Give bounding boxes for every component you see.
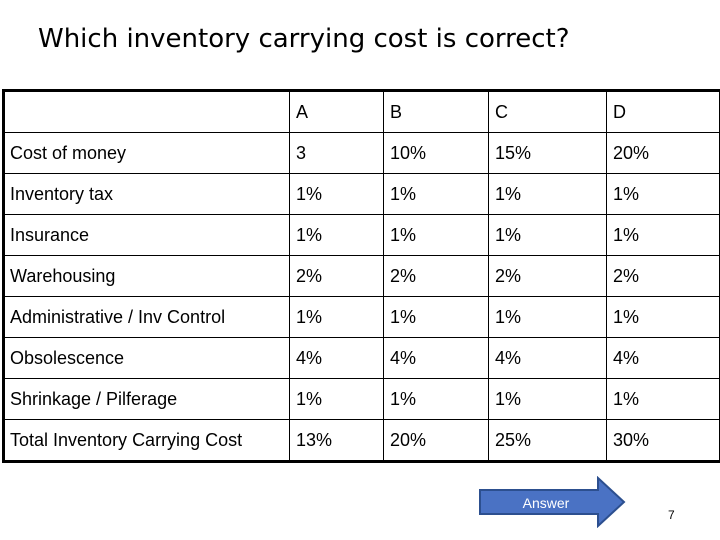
header-cell-c: C [488, 90, 607, 133]
value-cell: 20% [383, 419, 489, 462]
table-row: Administrative / Inv Control 1% 1% 1% 1% [3, 296, 720, 338]
value-cell: 2% [289, 255, 384, 297]
header-cell-d: D [606, 90, 720, 133]
table-row: Shrinkage / Pilferage 1% 1% 1% 1% [3, 378, 720, 420]
row-label: Obsolescence [3, 337, 290, 379]
value-cell: 20% [606, 132, 720, 174]
value-cell: 30% [606, 419, 720, 462]
page-number: 7 [668, 508, 675, 522]
row-label: Warehousing [3, 255, 290, 297]
answer-button[interactable]: Answer [478, 476, 626, 528]
value-cell: 2% [488, 255, 607, 297]
answer-button-label: Answer [522, 495, 570, 511]
value-cell: 1% [606, 296, 720, 338]
carrying-cost-table: A B C D Cost of money 3 10% 15% 20% Inventory… [2, 89, 720, 463]
slide-title: Which inventory carrying cost is correct… [38, 24, 570, 54]
value-cell: 1% [488, 296, 607, 338]
row-label: Shrinkage / Pilferage [3, 378, 290, 420]
value-cell: 4% [383, 337, 489, 379]
value-cell: 1% [488, 173, 607, 215]
arrow-right-icon [479, 476, 626, 528]
table-row: Total Inventory Carrying Cost 13% 20% 25% 30… [3, 419, 720, 462]
table-row: Insurance 1% 1% 1% 1% [3, 214, 720, 256]
value-cell: 1% [606, 173, 720, 215]
table-row: Warehousing 2% 2% 2% 2% [3, 255, 720, 297]
value-cell: 1% [383, 173, 489, 215]
value-cell: 4% [289, 337, 384, 379]
row-label: Cost of money [3, 132, 290, 174]
value-cell: 1% [383, 296, 489, 338]
value-cell: 1% [289, 214, 384, 256]
header-cell-blank [3, 90, 290, 133]
value-cell: 1% [606, 378, 720, 420]
value-cell: 1% [289, 378, 384, 420]
value-cell: 1% [383, 214, 489, 256]
value-cell: 4% [606, 337, 720, 379]
table-row: Inventory tax 1% 1% 1% 1% [3, 173, 720, 215]
value-cell: 1% [383, 378, 489, 420]
value-cell: 13% [289, 419, 384, 462]
row-label: Insurance [3, 214, 290, 256]
value-cell: 2% [606, 255, 720, 297]
value-cell: 10% [383, 132, 489, 174]
value-cell: 1% [289, 296, 384, 338]
value-cell: 1% [488, 214, 607, 256]
table-row: Obsolescence 4% 4% 4% 4% [3, 337, 720, 379]
value-cell: 4% [488, 337, 607, 379]
table-row: Cost of money 3 10% 15% 20% [3, 132, 720, 174]
value-cell: 1% [488, 378, 607, 420]
row-label: Inventory tax [3, 173, 290, 215]
value-cell: 1% [606, 214, 720, 256]
table-header-row: A B C D [3, 90, 720, 133]
value-cell: 2% [383, 255, 489, 297]
row-label: Total Inventory Carrying Cost [3, 419, 290, 462]
value-cell: 15% [488, 132, 607, 174]
value-cell: 3 [289, 132, 384, 174]
header-cell-a: A [289, 90, 384, 133]
value-cell: 25% [488, 419, 607, 462]
row-label: Administrative / Inv Control [3, 296, 290, 338]
value-cell: 1% [289, 173, 384, 215]
header-cell-b: B [383, 90, 489, 133]
